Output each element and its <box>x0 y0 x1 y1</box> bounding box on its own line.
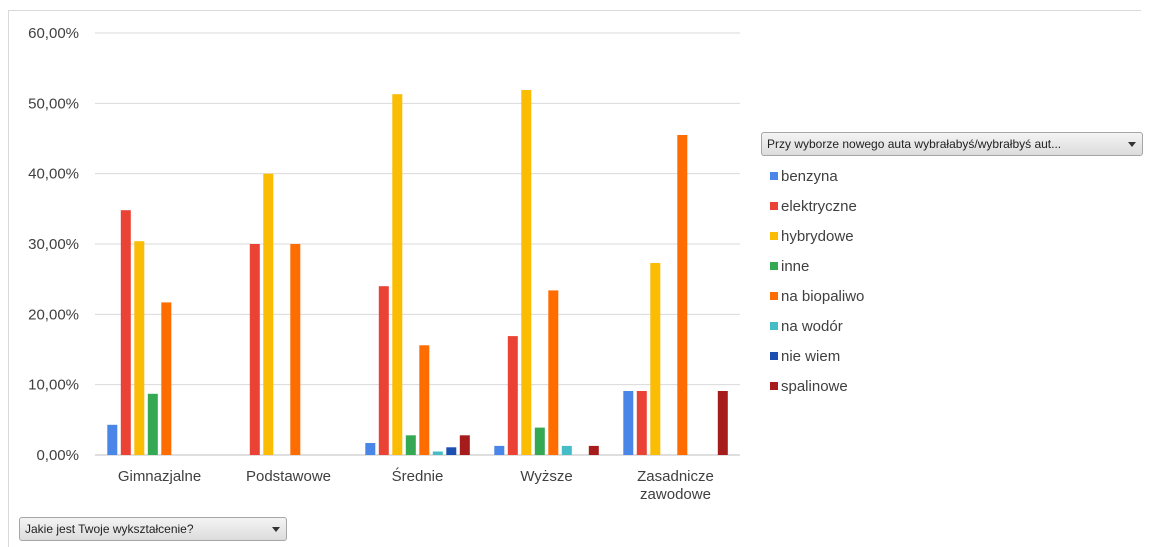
dropdown-arrow-icon <box>272 527 280 532</box>
legend-item-elektryczne[interactable]: elektryczne <box>770 191 864 221</box>
legend-label: spalinowe <box>781 377 848 395</box>
legend-label: nie wiem <box>781 347 841 365</box>
bar-hybrydowe-2[interactable] <box>392 94 403 455</box>
legend-item-nie-wiem[interactable]: nie wiem <box>770 341 864 371</box>
chart-area <box>8 10 1141 547</box>
y-tick-label: 0,00% <box>36 447 79 464</box>
bar-elektryczne-4[interactable] <box>636 391 647 455</box>
axis-field-label: Jakie jest Twoje wykształcenie? <box>25 522 194 536</box>
legend-swatch <box>770 232 778 240</box>
y-tick-label: 10,00% <box>28 377 79 394</box>
legend-item-spalinowe[interactable]: spalinowe <box>770 371 864 401</box>
legend-swatch <box>770 172 778 180</box>
x-category-label: Średnie <box>392 467 444 485</box>
legend-item-na-biopaliwo[interactable]: na biopaliwo <box>770 281 864 311</box>
legend-label: inne <box>781 257 810 275</box>
legend-label: elektryczne <box>781 197 857 215</box>
legend-field-filter-button[interactable]: Przy wyborze nowego auta wybrałabyś/wybr… <box>761 132 1143 156</box>
bar-hybrydowe-3[interactable] <box>521 90 532 455</box>
x-axis-categories: Gimnazjalne Podstawowe Średnie Wyższe Zasadn… <box>118 467 714 503</box>
legend-label: na wodór <box>781 317 843 335</box>
legend-label: hybrydowe <box>781 227 854 245</box>
x-category-label: Zasadnicze zawodowe <box>637 468 714 503</box>
bar-na-biopaliwo-2[interactable] <box>419 345 430 455</box>
legend-swatch <box>770 322 778 330</box>
legend: benzyna elektryczne hybrydowe inne na biopal… <box>770 161 864 401</box>
bar-hybrydowe-1[interactable] <box>263 173 274 455</box>
y-tick-label: 30,00% <box>28 236 79 253</box>
x-category-label: Gimnazjalne <box>118 468 201 485</box>
bar-spalinowe-2[interactable] <box>459 435 470 455</box>
bar-benzyna-3[interactable] <box>494 445 505 455</box>
y-tick-label: 60,00% <box>28 25 79 42</box>
bar-na-biopaliwo-3[interactable] <box>548 290 559 455</box>
bar-na-wodór-3[interactable] <box>561 445 572 455</box>
bar-spalinowe-4[interactable] <box>717 391 728 455</box>
legend-swatch <box>770 352 778 360</box>
legend-item-inne[interactable]: inne <box>770 251 864 281</box>
bar-inne-0[interactable] <box>147 393 158 455</box>
axis-field-filter-button[interactable]: Jakie jest Twoje wykształcenie? <box>19 517 287 541</box>
gridlines <box>95 32 740 456</box>
bar-benzyna-4[interactable] <box>623 391 634 455</box>
bar-inne-2[interactable] <box>405 435 416 455</box>
bar-elektryczne-3[interactable] <box>507 336 518 455</box>
dropdown-arrow-icon <box>1128 142 1136 147</box>
legend-swatch <box>770 202 778 210</box>
legend-swatch <box>770 382 778 390</box>
y-tick-label: 40,00% <box>28 166 79 183</box>
legend-label: na biopaliwo <box>781 287 865 305</box>
bar-inne-3[interactable] <box>534 427 545 455</box>
bar-na-wodór-2[interactable] <box>432 451 443 456</box>
bar-nie-wiem-2[interactable] <box>446 447 457 455</box>
legend-field-label: Przy wyborze nowego auta wybrałabyś/wybr… <box>767 137 1062 151</box>
bar-spalinowe-3[interactable] <box>588 445 599 455</box>
x-category-label: Podstawowe <box>246 468 331 485</box>
legend-label: benzyna <box>781 167 838 185</box>
y-tick-label: 50,00% <box>28 95 79 112</box>
legend-swatch <box>770 262 778 270</box>
y-axis-ticks: 0,00% 10,00% 20,00% 30,00% 40,00% 50,00% 60,00… <box>28 25 79 464</box>
bar-elektryczne-2[interactable] <box>378 286 389 455</box>
legend-item-na-wodór[interactable]: na wodór <box>770 311 864 341</box>
bar-elektryczne-0[interactable] <box>120 210 131 455</box>
bar-benzyna-0[interactable] <box>107 424 118 455</box>
bar-na-biopaliwo-1[interactable] <box>290 244 301 455</box>
bar-hybrydowe-4[interactable] <box>650 263 661 455</box>
legend-swatch <box>770 292 778 300</box>
bars <box>107 90 728 455</box>
y-tick-label: 20,00% <box>28 306 79 323</box>
bar-na-biopaliwo-0[interactable] <box>161 302 172 455</box>
x-category-label: Wyższe <box>520 468 572 485</box>
bar-elektryczne-1[interactable] <box>249 244 260 455</box>
bar-hybrydowe-0[interactable] <box>134 241 145 455</box>
bar-benzyna-2[interactable] <box>365 443 376 455</box>
legend-item-benzyna[interactable]: benzyna <box>770 161 864 191</box>
legend-item-hybrydowe[interactable]: hybrydowe <box>770 221 864 251</box>
bar-na-biopaliwo-4[interactable] <box>677 135 688 455</box>
